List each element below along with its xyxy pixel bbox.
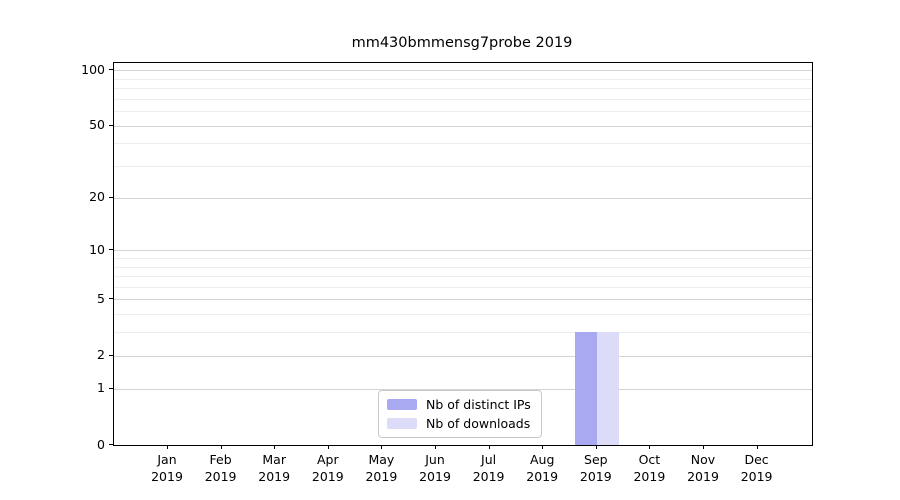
y-tick-label: 50 [89, 117, 105, 132]
x-tick-mark [595, 445, 597, 449]
legend-entry: Nb of downloads [387, 414, 533, 433]
x-tick-label-year: 2019 [740, 469, 773, 484]
x-tick-mark [167, 445, 168, 449]
x-tick-label: Sep 2019 [566, 451, 626, 485]
x-tick-label-year: 2019 [204, 469, 237, 484]
x-tick-label-year: 2019 [151, 469, 183, 484]
minor-gridline [114, 143, 812, 145]
x-tick-label-year: 2019 [419, 469, 451, 484]
x-tick-label-year: 2019 [687, 469, 719, 484]
x-tick-mark [542, 445, 544, 449]
legend: Nb of distinct IPs Nb of downloads [378, 390, 542, 438]
major-gridline [114, 250, 812, 252]
y-tick-label: 20 [89, 189, 105, 205]
major-gridline [114, 355, 812, 357]
x-tick-label: May 2019 [351, 451, 411, 485]
x-tick-label: Oct 2019 [619, 451, 679, 485]
minor-gridline [114, 166, 812, 167]
x-tick-mark [756, 445, 758, 449]
x-tick-mark [381, 445, 383, 449]
y-tick-label: 1 [97, 380, 105, 396]
y-tick-mark [109, 444, 113, 445]
minor-gridline [114, 314, 812, 316]
legend-swatch [387, 418, 417, 429]
major-gridline [114, 70, 812, 71]
legend-label: Nb of distinct IPs [426, 397, 531, 412]
y-tick-mark [109, 354, 113, 356]
x-tick-label: Aug 2019 [512, 451, 572, 485]
y-tick-label: 0 [97, 436, 105, 452]
x-tick-label-year: 2019 [311, 469, 344, 484]
x-tick-label-year: 2019 [579, 469, 612, 484]
legend-swatch [387, 399, 417, 410]
x-tick-mark [274, 445, 276, 449]
y-tick-mark [109, 124, 113, 126]
x-tick-label-year: 2019 [258, 469, 291, 484]
x-tick-mark [435, 445, 436, 449]
x-tick-mark [220, 445, 222, 449]
minor-gridline [114, 266, 812, 268]
minor-gridline [114, 332, 812, 334]
x-tick-mark [488, 445, 490, 449]
bar-nb-of-distinct-ips [574, 332, 597, 445]
x-tick-label: Jun 2019 [405, 451, 465, 485]
major-gridline [114, 299, 812, 301]
x-tick-label: Dec 2019 [727, 451, 787, 485]
x-tick-label-year: 2019 [633, 469, 666, 484]
x-tick-mark [649, 445, 651, 449]
x-tick-label: Jan 2019 [137, 451, 197, 485]
minor-gridline [114, 257, 812, 259]
minor-gridline [114, 87, 812, 89]
major-gridline [114, 388, 812, 390]
bar-nb-of-downloads [596, 332, 619, 445]
y-tick-mark [109, 387, 113, 389]
y-tick-label: 10 [89, 241, 105, 257]
y-tick-mark [109, 69, 113, 70]
x-tick-label: Nov 2019 [673, 451, 733, 485]
x-tick-label: Feb 2019 [191, 451, 251, 485]
y-tick-label: 2 [97, 347, 105, 363]
y-tick-mark [109, 196, 113, 198]
minor-gridline [114, 98, 812, 100]
x-tick-label: Jul 2019 [459, 451, 519, 485]
plot-area [113, 62, 813, 446]
y-tick-mark [109, 298, 113, 300]
x-tick-mark [703, 445, 704, 449]
major-gridline [114, 197, 812, 199]
x-tick-mark [327, 445, 329, 449]
minor-gridline [114, 78, 812, 80]
x-tick-label: Mar 2019 [244, 451, 304, 485]
minor-gridline [114, 286, 812, 288]
y-tick-label: 100 [81, 61, 105, 77]
legend-entry: Nb of distinct IPs [387, 395, 533, 414]
x-tick-label-year: 2019 [526, 469, 559, 484]
legend-label: Nb of downloads [426, 416, 531, 431]
y-tick-label: 5 [97, 290, 105, 306]
major-gridline [114, 125, 812, 127]
x-tick-label: Apr 2019 [298, 451, 358, 485]
chart-title: mm430bmmensg7probe 2019 [351, 35, 573, 51]
x-tick-label-year: 2019 [365, 469, 398, 484]
x-tick-label-year: 2019 [472, 469, 505, 484]
y-tick-mark [109, 249, 113, 251]
minor-gridline [114, 111, 812, 112]
minor-gridline [114, 276, 812, 277]
